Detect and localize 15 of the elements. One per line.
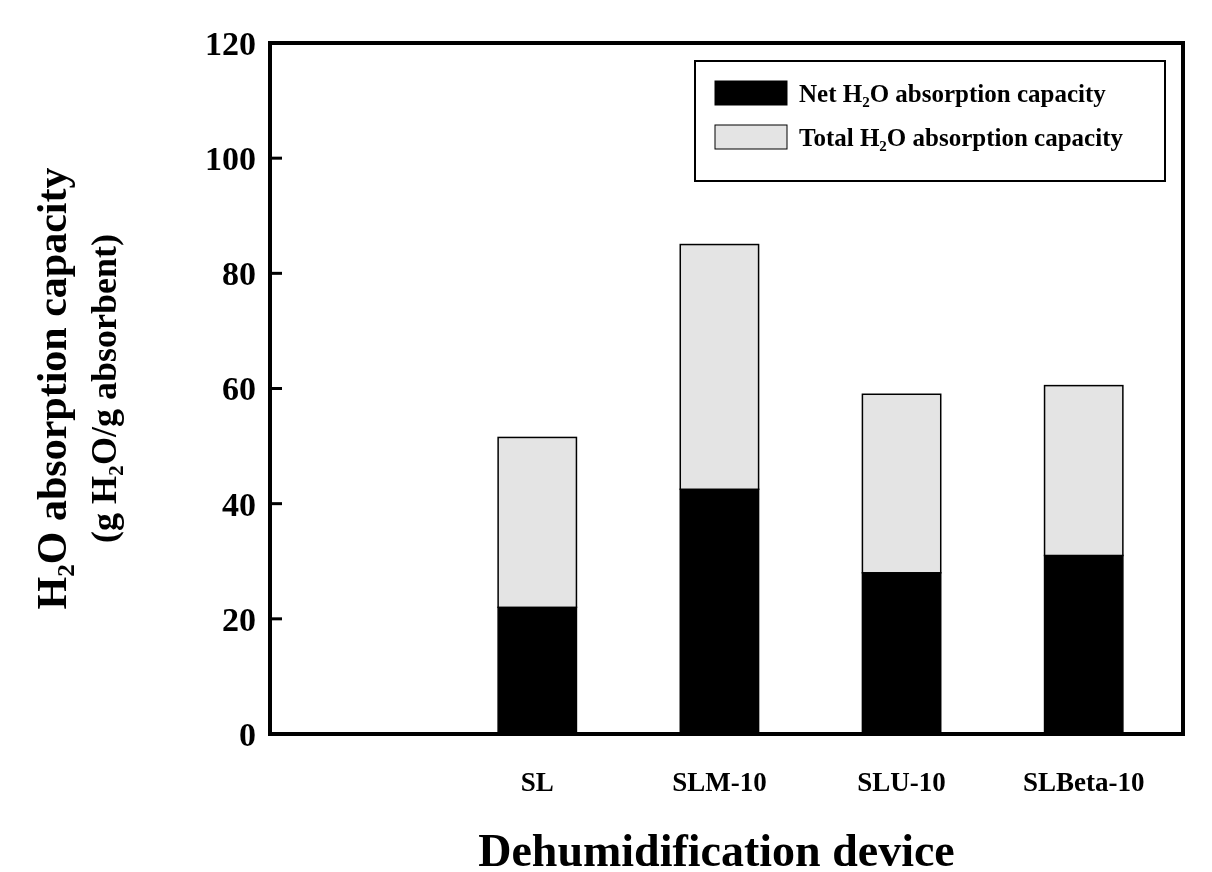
y-tick-label: 40	[222, 485, 256, 523]
legend-label: Total H₂O absorption capacity	[799, 123, 1124, 151]
y-tick-label: 120	[205, 24, 256, 62]
legend-label: Net H₂O absorption capacity	[799, 79, 1107, 107]
x-tick-label: SLM-10	[672, 767, 767, 797]
x-tick-label: SL	[520, 767, 554, 797]
x-axis-title: Dehumidification device	[478, 825, 955, 872]
y-axis-title: H₂O absorption capacity (g H₂O/g absorbent)	[29, 167, 124, 610]
y-tick-label: 0	[239, 715, 256, 753]
y-tick-label: 80	[222, 255, 256, 293]
x-tick-label: SLBeta-10	[1022, 767, 1145, 797]
y-tick-label: 60	[222, 370, 256, 408]
y-tick-label: 100	[205, 140, 256, 178]
y-tick-label: 20	[222, 600, 256, 638]
x-tick-label: SLU-10	[857, 767, 946, 797]
